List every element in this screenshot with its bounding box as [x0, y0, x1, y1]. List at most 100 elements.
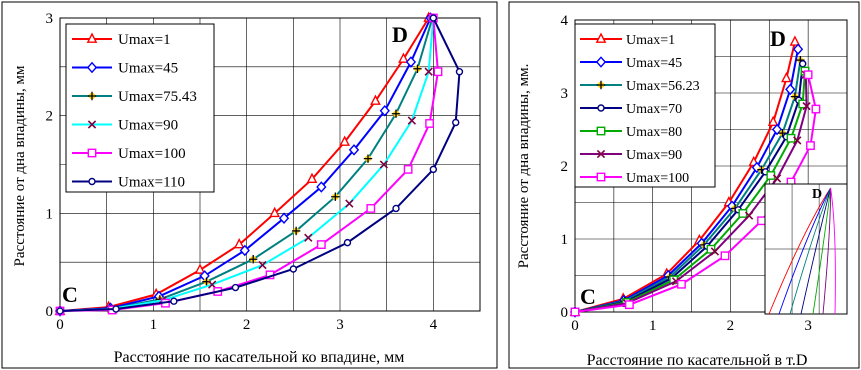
data-point: [424, 67, 433, 76]
data-point: [781, 71, 792, 83]
legend-entry: Umax=1: [72, 32, 171, 48]
y-tick-label: 4: [561, 13, 569, 29]
legend-marker: [595, 56, 607, 68]
data-point: [194, 263, 206, 274]
inset-label-d: D: [812, 187, 822, 202]
data-point: [278, 212, 290, 224]
data-point: [799, 60, 807, 68]
left-tick-labels: 0 1 2 3 4 0 1 2 3: [46, 11, 438, 333]
y-tick-label: 3: [561, 86, 569, 102]
data-point: [112, 305, 120, 313]
data-point: [258, 260, 267, 270]
data-point: [710, 247, 720, 256]
data-point: [170, 297, 178, 305]
left-legend: Umax=1 Umax=45 Umax=75.43 Umax=90 Umax=100 Um…: [65, 23, 215, 193]
data-point: [370, 94, 381, 105]
data-point: [677, 279, 686, 289]
x-tick-label: 1: [649, 318, 657, 334]
legend-label: Umax=100: [118, 146, 186, 162]
data-point: [757, 216, 766, 226]
data-point: [738, 209, 748, 218]
inset-gridlines: [765, 184, 847, 314]
data-point: [793, 136, 802, 145]
inset-series: [768, 187, 836, 315]
y-tick-label: 0: [561, 305, 569, 321]
legend-label: Umax=100: [626, 171, 689, 186]
x-tick-label: 3: [336, 317, 344, 333]
data-point: [345, 199, 354, 208]
left-y-axis-label: Расстояние от дна впадины, мм: [12, 65, 28, 266]
data-point: [348, 144, 360, 156]
data-point: [720, 251, 730, 261]
right-legend: Umax=1 Umax=45 Umax=56.23 Umax=70 Umax=80 Uma…: [574, 23, 716, 188]
data-point: [316, 181, 327, 193]
data-point: [233, 238, 245, 249]
data-point: [291, 226, 301, 236]
data-point: [744, 211, 754, 220]
x-tick-label: 1: [150, 317, 158, 333]
data-point: [289, 265, 298, 273]
y-tick-label: 3: [46, 11, 54, 27]
right-y-axis-label: Расстояние от дна впадины, мм.: [516, 64, 532, 269]
data-point: [398, 52, 409, 63]
series-umax-110: [56, 14, 464, 315]
data-point: [366, 204, 376, 213]
legend-entry: Umax=70: [580, 102, 682, 117]
legend-entry: Umax=90: [580, 148, 682, 163]
x-tick-label: 0: [56, 317, 64, 333]
x-tick-label: 3: [804, 318, 812, 334]
legend-marker: [596, 126, 606, 136]
data-point: [802, 101, 811, 111]
data-point: [339, 135, 351, 146]
legend-marker: [597, 104, 605, 112]
data-point: [792, 43, 804, 55]
left-series: [54, 11, 464, 317]
x-tick-label: 2: [243, 317, 251, 333]
legend-marker: [86, 32, 98, 43]
legend-label: Umax=110: [118, 175, 185, 191]
data-point: [425, 119, 434, 128]
legend-entry: Umax=100: [72, 146, 186, 162]
data-point: [391, 109, 401, 118]
data-point: [343, 238, 352, 247]
right-x-axis-label: Расстояние по касательной в т.D: [587, 352, 808, 369]
legend-marker: [88, 177, 96, 186]
legend-marker: [595, 32, 607, 43]
data-point: [452, 118, 460, 127]
data-point: [363, 154, 373, 163]
legend-entry: Umax=100: [580, 171, 689, 186]
data-point: [231, 283, 240, 292]
legend-label: Umax=90: [118, 118, 178, 134]
legend-entry: Umax=90: [72, 118, 178, 134]
data-point: [413, 64, 422, 73]
left-x-axis-label: Расстояние по касательной ко впадине, мм: [114, 349, 405, 366]
data-point: [771, 123, 783, 136]
legend-label: Umax=56.23: [626, 79, 700, 94]
left-legend-box: [65, 23, 215, 193]
legend-entry: Umax=80: [580, 125, 682, 140]
data-point: [207, 280, 217, 289]
legend-label: Umax=90: [626, 148, 682, 163]
left-label-c: C: [62, 282, 78, 307]
y-tick-label: 1: [46, 206, 54, 222]
right-inset: D: [764, 183, 848, 315]
legend-label: Umax=1: [118, 32, 171, 48]
right-series: [569, 35, 821, 318]
legend-label: Umax=75.43: [118, 89, 197, 105]
data-point: [789, 35, 801, 46]
legend-entry: Umax=45: [580, 56, 682, 71]
data-point: [316, 240, 326, 249]
legend-marker: [596, 172, 606, 182]
legend-label: Umax=80: [626, 125, 682, 140]
data-point: [306, 172, 318, 184]
data-point: [379, 160, 389, 169]
legend-entry: Umax=56.23: [580, 79, 700, 94]
inset-line: [822, 187, 832, 315]
left-label-d: D: [392, 22, 408, 47]
data-point: [785, 83, 796, 96]
legend-entry: Umax=75.43: [72, 89, 197, 105]
legend-marker: [596, 80, 606, 90]
